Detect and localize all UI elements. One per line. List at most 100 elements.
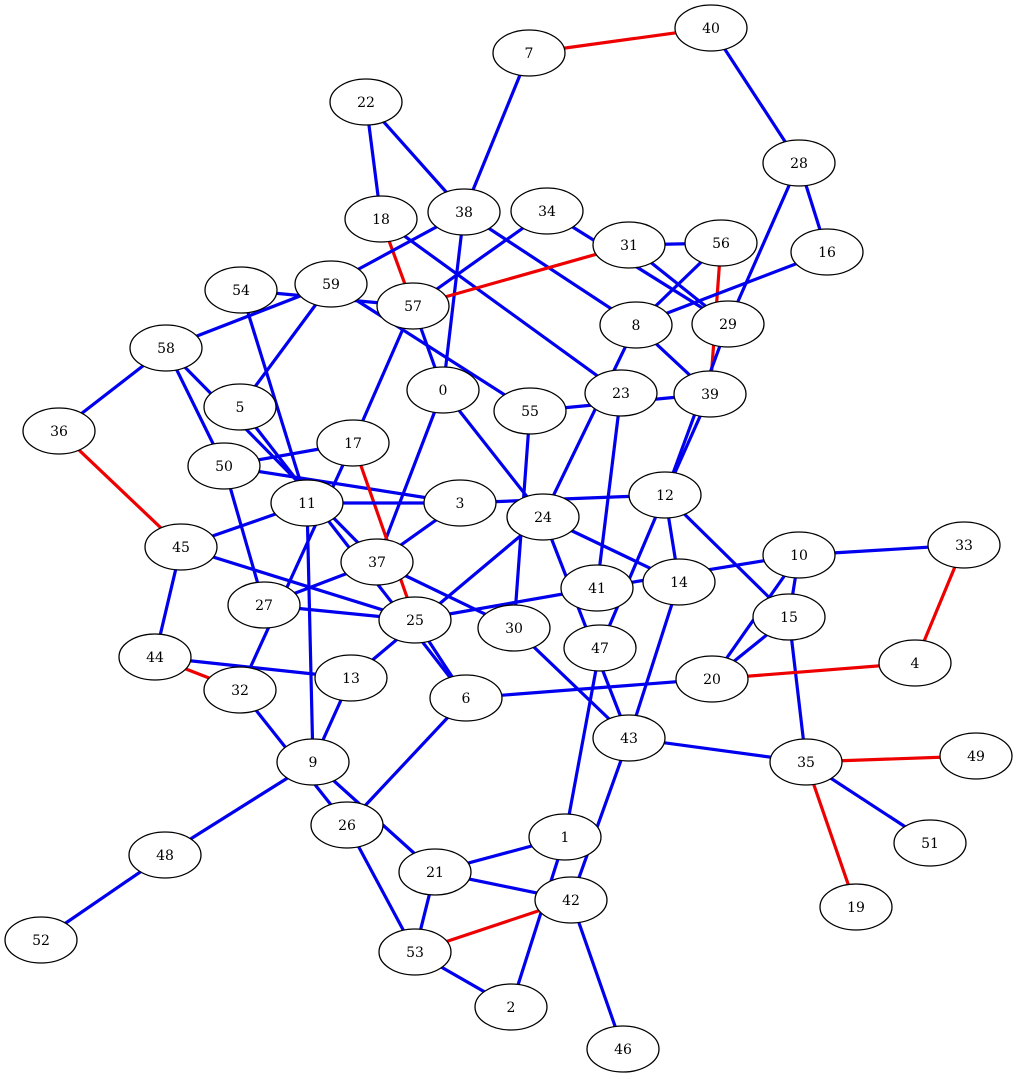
node-49[interactable]: 49 <box>940 733 1012 779</box>
node-label: 35 <box>797 755 815 771</box>
node-52[interactable]: 52 <box>5 917 77 963</box>
node-15[interactable]: 15 <box>753 594 825 640</box>
node-1[interactable]: 1 <box>529 814 601 860</box>
node-label: 41 <box>588 581 606 597</box>
node-41[interactable]: 41 <box>561 565 633 611</box>
node-label: 29 <box>719 317 737 333</box>
node-17[interactable]: 17 <box>317 420 389 466</box>
edge-14-43 <box>629 582 679 738</box>
node-28[interactable]: 28 <box>763 140 835 186</box>
node-50[interactable]: 50 <box>188 443 260 489</box>
node-label: 28 <box>790 156 808 172</box>
node-label: 53 <box>406 945 424 961</box>
node-38[interactable]: 38 <box>428 189 500 235</box>
node-35[interactable]: 35 <box>770 739 842 785</box>
node-label: 34 <box>538 204 556 220</box>
node-19[interactable]: 19 <box>820 884 892 930</box>
node-5[interactable]: 5 <box>204 384 276 430</box>
node-label: 50 <box>215 459 233 475</box>
node-label: 24 <box>534 510 552 526</box>
node-48[interactable]: 48 <box>129 832 201 878</box>
node-label: 21 <box>426 865 444 881</box>
node-40[interactable]: 40 <box>675 5 747 51</box>
node-23[interactable]: 23 <box>585 370 657 416</box>
node-label: 23 <box>612 386 630 402</box>
node-33[interactable]: 33 <box>928 522 1000 568</box>
node-9[interactable]: 9 <box>277 739 349 785</box>
node-label: 56 <box>712 236 730 252</box>
node-10[interactable]: 10 <box>763 532 835 578</box>
node-label: 38 <box>455 205 473 221</box>
node-39[interactable]: 39 <box>674 371 746 417</box>
node-29[interactable]: 29 <box>692 301 764 347</box>
node-11[interactable]: 11 <box>271 480 343 526</box>
node-42[interactable]: 42 <box>535 877 607 923</box>
node-45[interactable]: 45 <box>145 524 217 570</box>
node-label: 36 <box>50 424 68 440</box>
node-54[interactable]: 54 <box>205 267 277 313</box>
node-56[interactable]: 56 <box>685 220 757 266</box>
node-32[interactable]: 32 <box>204 667 276 713</box>
node-47[interactable]: 47 <box>564 625 636 671</box>
node-59[interactable]: 59 <box>295 261 367 307</box>
node-label: 37 <box>368 555 386 571</box>
node-8[interactable]: 8 <box>600 302 672 348</box>
node-label: 15 <box>780 610 798 626</box>
node-0[interactable]: 0 <box>407 367 479 413</box>
edge-20-6 <box>466 679 712 698</box>
node-36[interactable]: 36 <box>23 408 95 454</box>
node-label: 51 <box>921 836 939 852</box>
node-label: 0 <box>439 383 448 399</box>
node-51[interactable]: 51 <box>894 820 966 866</box>
node-6[interactable]: 6 <box>430 675 502 721</box>
node-16[interactable]: 16 <box>791 229 863 275</box>
node-46[interactable]: 46 <box>587 1026 659 1072</box>
node-43[interactable]: 43 <box>593 715 665 761</box>
node-12[interactable]: 12 <box>629 472 701 518</box>
node-label: 7 <box>525 46 534 62</box>
edge-1-2 <box>511 837 565 1007</box>
node-label: 40 <box>702 21 720 37</box>
node-label: 20 <box>703 672 721 688</box>
node-57[interactable]: 57 <box>377 283 449 329</box>
node-58[interactable]: 58 <box>130 325 202 371</box>
node-25[interactable]: 25 <box>379 597 451 643</box>
node-label: 54 <box>232 283 250 299</box>
node-24[interactable]: 24 <box>507 494 579 540</box>
node-21[interactable]: 21 <box>399 849 471 895</box>
node-31[interactable]: 31 <box>593 222 665 268</box>
node-label: 25 <box>406 613 424 629</box>
node-3[interactable]: 3 <box>424 480 496 526</box>
node-label: 31 <box>620 238 638 254</box>
node-label: 11 <box>298 496 316 512</box>
node-20[interactable]: 20 <box>676 656 748 702</box>
node-2[interactable]: 2 <box>475 984 547 1030</box>
node-label: 16 <box>818 245 836 261</box>
node-34[interactable]: 34 <box>511 188 583 234</box>
node-label: 27 <box>255 598 273 614</box>
node-53[interactable]: 53 <box>379 929 451 975</box>
node-label: 13 <box>342 671 360 687</box>
node-55[interactable]: 55 <box>494 388 566 434</box>
node-label: 9 <box>309 755 318 771</box>
node-37[interactable]: 37 <box>341 539 413 585</box>
node-label: 47 <box>591 641 609 657</box>
node-label: 42 <box>562 893 580 909</box>
node-4[interactable]: 4 <box>879 640 951 686</box>
node-13[interactable]: 13 <box>315 655 387 701</box>
node-27[interactable]: 27 <box>228 582 300 628</box>
node-label: 59 <box>322 277 340 293</box>
node-label: 48 <box>156 848 174 864</box>
node-26[interactable]: 26 <box>311 802 383 848</box>
node-14[interactable]: 14 <box>643 559 715 605</box>
node-30[interactable]: 30 <box>478 605 550 651</box>
node-label: 57 <box>404 299 422 315</box>
node-44[interactable]: 44 <box>119 634 191 680</box>
node-label: 18 <box>372 212 390 228</box>
node-label: 58 <box>157 341 175 357</box>
node-22[interactable]: 22 <box>330 79 402 125</box>
node-18[interactable]: 18 <box>345 196 417 242</box>
node-7[interactable]: 7 <box>493 30 565 76</box>
node-label: 39 <box>701 387 719 403</box>
